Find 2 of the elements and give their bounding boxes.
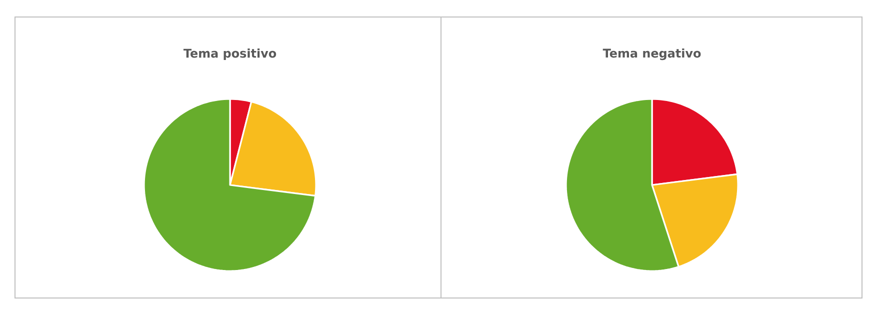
chart-title: Tema negativo bbox=[602, 48, 701, 60]
chart-title: Tema positivo bbox=[183, 48, 276, 60]
